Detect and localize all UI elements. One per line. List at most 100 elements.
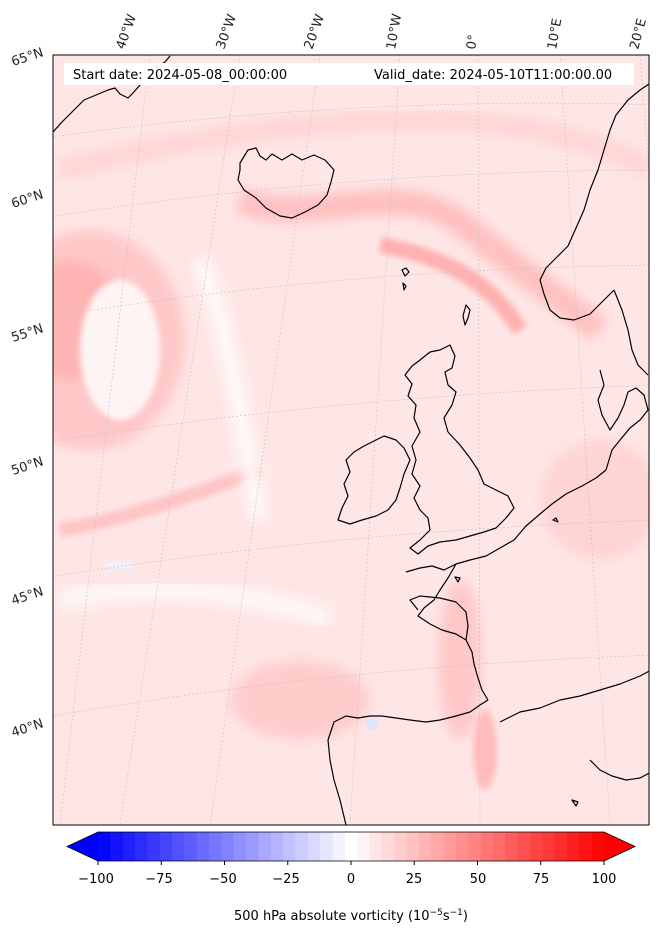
colorbar-cell [492, 832, 506, 861]
colorbar-cell [394, 832, 408, 861]
cb-tick-label: −75 [145, 872, 172, 887]
colorbar-cell [295, 832, 309, 861]
colorbar-cell [307, 832, 321, 861]
colorbar-cell [381, 832, 395, 861]
parallel-45 [53, 520, 649, 577]
colorbar-cell [332, 832, 346, 861]
lat-label-40n: 40°N [10, 716, 46, 740]
vorticity-blob-med [473, 710, 497, 790]
parallel-60 [53, 169, 649, 217]
lat-label-50n: 50°N [10, 454, 46, 478]
colorbar-ticks: −100 −75 −50 −25 0 25 50 75 100 [78, 861, 616, 887]
coast-norway [539, 83, 649, 321]
lat-label-65n: 65°N [10, 45, 46, 69]
cb-tick-label: 0 [347, 872, 355, 887]
vorticity-ridge-arc [378, 237, 527, 335]
meridian-0 [477, 55, 481, 825]
lat-label-45n: 45°N [10, 584, 46, 608]
latitude-labels: 65°N 60°N 55°N 50°N 45°N 40°N [10, 45, 46, 740]
coast-scotland [419, 344, 457, 433]
colorbar-cell [122, 832, 136, 861]
colorbar-cell [320, 832, 334, 861]
colorbar-cell [517, 832, 531, 861]
colorbar-cell [554, 832, 568, 861]
parallel-65 [53, 102, 649, 138]
vorticity-band-upper [57, 108, 649, 181]
colorbar-cell [221, 832, 235, 861]
parallel-50 [53, 385, 649, 442]
lon-label-0: 0° [464, 34, 481, 51]
colorbar-cell [233, 832, 247, 861]
coast-med-east [589, 759, 649, 781]
coast-faroe [401, 267, 410, 291]
colorbar-cell [270, 832, 284, 861]
colorbar-cell [209, 832, 223, 861]
vorticity-field [53, 108, 649, 790]
colorbar-cell [283, 832, 297, 861]
vorticity-negative-patch [106, 561, 134, 569]
vorticity-band-north [235, 187, 608, 341]
start-date-text: Start date: 2024-05-08_00:00:00 [73, 68, 287, 83]
colorbar-cell [468, 832, 482, 861]
colorbar-cell [566, 832, 580, 861]
lon-label-40w: 40°W [114, 12, 140, 51]
colorbar-cell [542, 832, 556, 861]
cb-tick-label: −100 [78, 872, 114, 887]
colorbar-cell [246, 832, 260, 861]
colorbar-cell [431, 832, 445, 861]
colorbar-cell [591, 832, 605, 861]
colorbar-cell [418, 832, 432, 861]
map-frame [52, 54, 650, 826]
vorticity-blob-iberia [438, 580, 482, 740]
parallel-55 [53, 264, 649, 317]
graticule [53, 55, 649, 825]
header-box [64, 63, 634, 85]
colorbar-cell [443, 832, 457, 861]
colorbar-label: 500 hPa absolute vorticity (10−5s−1) [234, 908, 468, 924]
cb-tick-label: 50 [470, 872, 487, 887]
lon-label-20w: 20°W [302, 12, 328, 51]
cb-tick-label: −25 [272, 872, 299, 887]
vorticity-blob-south [230, 660, 370, 740]
coast-great-britain [404, 359, 515, 555]
coast-sweden [613, 289, 649, 376]
colorbar-cell [184, 832, 198, 861]
meridian-30w [119, 55, 241, 825]
coast-iberia-south [327, 699, 489, 825]
lon-label-10e: 10°E [545, 17, 565, 50]
colorbar-cell [529, 832, 543, 861]
lat-label-60n: 60°N [10, 187, 46, 211]
colorbar-cell [98, 832, 111, 861]
coast-mediterranean [499, 670, 649, 723]
vorticity-pale-stripe-south [57, 579, 334, 630]
colorbar-cell [135, 832, 148, 861]
lon-label-10w: 10°W [384, 13, 405, 51]
vorticity-filament-west [58, 463, 263, 537]
colorbar-cell [159, 832, 173, 861]
coast-shetland [462, 304, 471, 326]
coast-iceland [237, 147, 335, 219]
parallel-40 [53, 655, 649, 717]
valid-date-text: Valid_date: 2024-05-10T11:00:00.00 [374, 68, 612, 83]
cb-tick-label: 75 [533, 872, 550, 887]
colorbar-cell [406, 832, 420, 861]
colorbar-cell [480, 832, 494, 861]
colorbar-cell [147, 832, 161, 861]
lon-label-20e: 20°E [627, 17, 650, 51]
colorbar-cell [369, 832, 383, 861]
colorbar-cell [579, 832, 593, 861]
colorbar-cell [357, 832, 371, 861]
vorticity-pale-stripe [191, 256, 269, 522]
colorbar-extend-low [67, 832, 98, 861]
vorticity-blob-east [540, 440, 649, 560]
map-panel [53, 55, 649, 825]
coast-continent-north [405, 469, 607, 573]
colorbar-cell [110, 832, 124, 861]
colorbar-cell [172, 832, 185, 861]
coast-ireland [337, 435, 411, 525]
coast-iberia [409, 595, 469, 641]
lon-label-30w: 30°W [214, 12, 240, 51]
vorticity-negative-patch-2 [366, 718, 378, 730]
meridian-20w [209, 55, 321, 825]
